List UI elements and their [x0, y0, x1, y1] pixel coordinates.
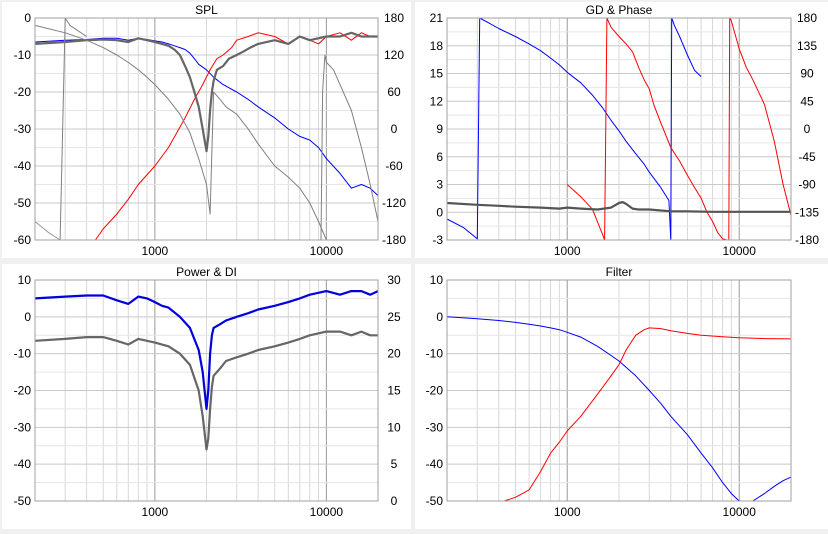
y-tick-label: -3 [432, 233, 443, 247]
series-line [318, 54, 379, 241]
y-tick-label: -20 [14, 85, 32, 99]
y2-tick-label: 135 [797, 39, 817, 53]
y2-tick-label: 180 [797, 11, 817, 25]
y-tick-label: 6 [436, 150, 443, 164]
y2-tick-label: 45 [800, 94, 814, 108]
y2-tick-label: 90 [800, 67, 814, 81]
y2-tick-label: 0 [391, 494, 398, 508]
x-tick-label: 10000 [310, 505, 344, 519]
y-tick-label: -40 [14, 457, 32, 471]
x-tick-label: 10000 [723, 505, 757, 519]
x-tick-label: 10000 [310, 244, 344, 258]
series-line [752, 476, 792, 502]
y2-tick-label: -60 [385, 159, 403, 173]
y-tick-label: -10 [14, 347, 32, 361]
y2-tick-label: 15 [387, 384, 401, 398]
power-di-chart: Power & DI 10 0 -10 -20 -30 -40 -50 30 25 20 15 10 5 0… [14, 265, 401, 519]
y-tick-label: -20 [14, 384, 32, 398]
plot-frame [446, 279, 792, 502]
gd-phase-panel: GD & Phase 21 18 15 12 9 6 3 0 -3 180 135 90 45 0 -45 -9… [415, 2, 828, 258]
y-tick-label: 0 [436, 205, 443, 219]
y-tick-label: -30 [14, 122, 32, 136]
plot-frame [34, 279, 379, 502]
y2-tick-label: 5 [391, 457, 398, 471]
filter-chart: Filter 10 0 -10 -20 -30 -40 -50 1000 10000 [426, 265, 792, 519]
y2-tick-label: -135 [795, 205, 819, 219]
y2-tick-label: 20 [387, 347, 401, 361]
plot-frame [446, 17, 792, 241]
y2-tick-label: -120 [382, 196, 406, 210]
series-line [34, 290, 379, 410]
chart-title: Filter [606, 265, 633, 279]
series-line [566, 17, 792, 241]
y-tick-label: 0 [24, 310, 31, 324]
y-tick-label: -50 [14, 196, 32, 210]
y2-tick-label: 30 [387, 273, 401, 287]
y-tick-label: -60 [14, 233, 32, 247]
chart-title: SPL [195, 3, 218, 17]
chart-title: GD & Phase [586, 3, 653, 17]
y-tick-label: 9 [436, 122, 443, 136]
y-tick-label: 10 [18, 273, 32, 287]
y2-tick-label: -45 [798, 150, 816, 164]
spl-panel: SPL 0 -10 -20 -30 -40 -50 -60 180 120 60 0 -60 -120 -1… [2, 2, 411, 258]
series-line [504, 327, 792, 502]
y-tick-label: 21 [430, 11, 444, 25]
grid [34, 279, 379, 502]
power-di-panel: Power & DI 10 0 -10 -20 -30 -40 -50 30 25 20 15 10 5 0… [2, 264, 411, 529]
y-tick-label: 0 [24, 11, 31, 25]
y-tick-label: -30 [14, 420, 32, 434]
y-tick-label: 0 [436, 310, 443, 324]
series-line [446, 17, 702, 241]
y-tick-label: 10 [430, 273, 444, 287]
series-line [34, 31, 378, 153]
grid [34, 17, 379, 241]
plot-frame [34, 17, 379, 241]
grid [446, 279, 792, 502]
series-line [34, 221, 61, 241]
y-tick-label: -40 [14, 159, 32, 173]
x-tick-label: 10000 [723, 244, 757, 258]
series-line [446, 201, 791, 213]
series-line [446, 316, 740, 502]
y-tick-label: -10 [14, 48, 32, 62]
series-line [94, 32, 378, 241]
y2-tick-label: 0 [804, 122, 811, 136]
y2-tick-label: 120 [384, 48, 404, 62]
y2-tick-label: 60 [387, 85, 401, 99]
y-tick-label: 18 [430, 39, 444, 53]
gd-phase-chart: GD & Phase 21 18 15 12 9 6 3 0 -3 180 135 90 45 0 -45 -9… [430, 3, 820, 258]
y-tick-label: -50 [426, 494, 444, 508]
y-tick-label: 3 [436, 178, 443, 192]
series-line [34, 24, 378, 241]
x-tick-label: 1000 [142, 244, 169, 258]
y2-tick-label: -180 [382, 233, 406, 247]
y2-tick-label: 25 [387, 310, 401, 324]
x-tick-label: 1000 [554, 505, 581, 519]
y2-tick-label: 0 [391, 122, 398, 136]
y-tick-label: -50 [14, 494, 32, 508]
y2-tick-label: -180 [795, 233, 819, 247]
y2-tick-label: 10 [387, 420, 401, 434]
y-tick-label: 12 [430, 94, 444, 108]
x-tick-label: 1000 [554, 244, 581, 258]
y-tick-label: -20 [426, 384, 444, 398]
y2-tick-label: -90 [798, 178, 816, 192]
y-tick-label: 15 [430, 67, 444, 81]
y-tick-label: -40 [426, 457, 444, 471]
y2-tick-label: 180 [384, 11, 404, 25]
series-line [34, 330, 378, 451]
x-tick-label: 1000 [142, 505, 169, 519]
chart-title: Power & DI [176, 265, 237, 279]
filter-panel: Filter 10 0 -10 -20 -30 -40 -50 1000 10000 [415, 264, 828, 529]
y-tick-label: -30 [426, 420, 444, 434]
y-tick-label: -10 [426, 347, 444, 361]
spl-chart: SPL 0 -10 -20 -30 -40 -50 -60 180 120 60 0 -60 -120 -1… [14, 3, 407, 258]
